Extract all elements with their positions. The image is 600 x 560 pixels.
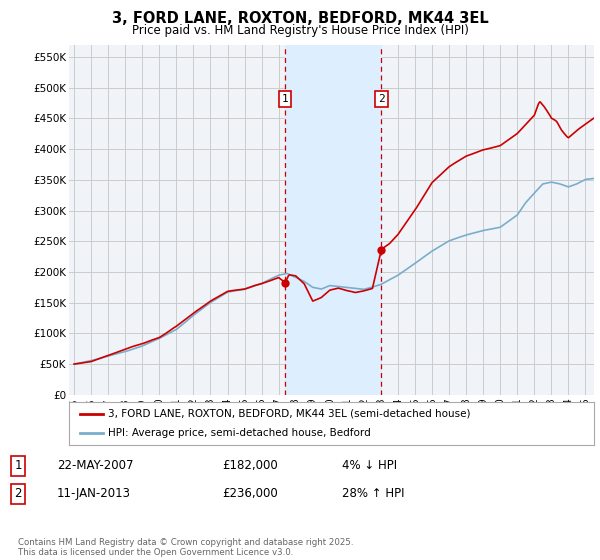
Text: 3, FORD LANE, ROXTON, BEDFORD, MK44 3EL (semi-detached house): 3, FORD LANE, ROXTON, BEDFORD, MK44 3EL …: [109, 409, 471, 419]
Text: 1: 1: [14, 459, 22, 473]
Text: 2: 2: [14, 487, 22, 501]
Text: £236,000: £236,000: [222, 487, 278, 501]
Bar: [285, 45, 382, 395]
Text: £182,000: £182,000: [222, 459, 278, 473]
Text: Contains HM Land Registry data © Crown copyright and database right 2025.
This d: Contains HM Land Registry data © Crown c…: [18, 538, 353, 557]
Text: HPI: Average price, semi-detached house, Bedford: HPI: Average price, semi-detached house,…: [109, 428, 371, 438]
Text: 28% ↑ HPI: 28% ↑ HPI: [342, 487, 404, 501]
Text: 3, FORD LANE, ROXTON, BEDFORD, MK44 3EL: 3, FORD LANE, ROXTON, BEDFORD, MK44 3EL: [112, 11, 488, 26]
Text: Price paid vs. HM Land Registry's House Price Index (HPI): Price paid vs. HM Land Registry's House …: [131, 24, 469, 36]
Text: 22-MAY-2007: 22-MAY-2007: [57, 459, 133, 473]
Text: 2: 2: [378, 94, 385, 104]
Text: 11-JAN-2013: 11-JAN-2013: [57, 487, 131, 501]
Text: 4% ↓ HPI: 4% ↓ HPI: [342, 459, 397, 473]
Text: 1: 1: [282, 94, 289, 104]
